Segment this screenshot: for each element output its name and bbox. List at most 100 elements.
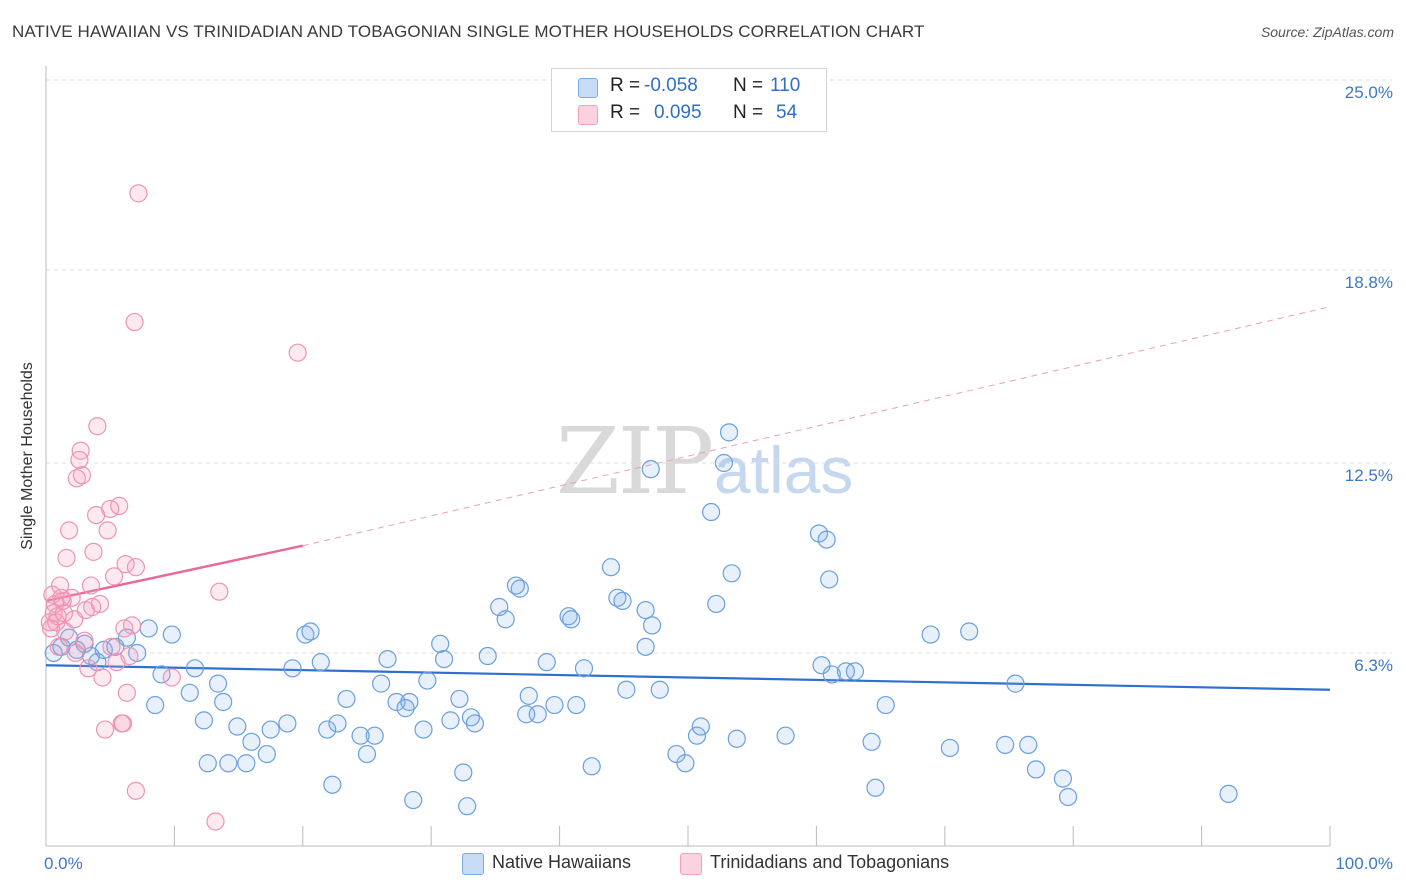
- point-hawaiians: [636, 637, 655, 656]
- point-hawaiians: [372, 674, 391, 693]
- point-hawaiians: [817, 530, 836, 549]
- point-hawaiians: [139, 619, 158, 638]
- point-hawaiians: [617, 680, 636, 699]
- point-hawaiians: [404, 790, 423, 810]
- y-tick-label: 6.3%: [1354, 656, 1393, 675]
- legend-swatch-trinidadians: [680, 853, 702, 875]
- point-hawaiians: [528, 705, 547, 724]
- tick-labels: 6.3% 12.5% 18.8% 25.0% 0.0% 100.0%: [44, 83, 1393, 873]
- point-hawaiians: [545, 695, 564, 715]
- point-hawaiians: [702, 502, 721, 522]
- point-hawaiians: [822, 665, 841, 684]
- legend-swatch-hawaiians: [462, 853, 484, 875]
- y-tick-label: 18.8%: [1345, 273, 1393, 292]
- x-tick-label: 0.0%: [44, 854, 83, 873]
- point-hawaiians: [676, 754, 695, 773]
- point-hawaiians: [776, 726, 795, 745]
- point-trinidadians: [72, 466, 92, 485]
- point-hawaiians: [940, 738, 960, 758]
- point-hawaiians: [707, 594, 726, 614]
- point-hawaiians: [194, 711, 214, 730]
- point-hawaiians: [219, 754, 238, 773]
- point-trinidadians: [162, 668, 181, 687]
- point-trinidadians: [98, 521, 117, 540]
- data-points: [40, 184, 1238, 831]
- trend-line-trinidadians-extension: [302, 306, 1331, 547]
- stats-box: R = -0.058 N = 110 R = 0.095 N = 54: [551, 68, 827, 132]
- n-value: 54: [776, 102, 798, 123]
- x-tick-label: 100.0%: [1335, 854, 1393, 873]
- point-hawaiians: [198, 754, 217, 773]
- point-hawaiians: [862, 732, 881, 751]
- point-hawaiians: [601, 558, 621, 577]
- grid-lines: [46, 79, 1392, 654]
- point-hawaiians: [301, 622, 320, 641]
- trinidadians-swatch: [578, 105, 598, 125]
- point-hawaiians: [562, 610, 581, 629]
- point-trinidadians: [70, 450, 89, 470]
- point-hawaiians: [351, 726, 370, 745]
- point-hawaiians: [820, 570, 839, 589]
- point-hawaiians: [228, 717, 247, 736]
- axes: [45, 66, 1331, 847]
- point-hawaiians: [296, 625, 315, 644]
- point-hawaiians: [1058, 787, 1078, 807]
- point-hawaiians: [378, 649, 397, 669]
- point-trinidadians: [113, 714, 133, 733]
- point-trinidadians: [67, 469, 86, 488]
- point-trinidadians: [83, 597, 102, 617]
- point-hawaiians: [365, 726, 384, 745]
- point-hawaiians: [650, 680, 669, 699]
- point-trinidadians: [84, 542, 103, 561]
- point-trinidadians: [117, 683, 136, 702]
- point-hawaiians: [441, 711, 460, 730]
- legend-label-trinidadians: Trinidadians and Tobagonians: [710, 852, 950, 872]
- point-hawaiians: [337, 689, 356, 709]
- point-hawaiians: [496, 610, 515, 629]
- point-hawaiians: [687, 726, 707, 745]
- point-trinidadians: [122, 616, 142, 635]
- point-hawaiians: [414, 720, 433, 739]
- point-trinidadians: [129, 184, 148, 203]
- point-hawaiians: [876, 695, 895, 715]
- point-trinidadians: [102, 637, 121, 656]
- point-trinidadians: [126, 558, 145, 577]
- y-tick-label: 25.0%: [1345, 83, 1393, 102]
- point-trinidadians: [288, 343, 307, 362]
- watermark-zip: ZIP: [556, 408, 714, 515]
- point-hawaiians: [714, 453, 734, 473]
- point-trinidadians: [116, 555, 135, 574]
- point-hawaiians: [328, 714, 347, 733]
- y-tick-label: 12.5%: [1345, 466, 1393, 485]
- point-hawaiians: [613, 591, 632, 610]
- point-hawaiians: [1026, 760, 1046, 779]
- point-trinidadians: [81, 576, 101, 595]
- point-hawaiians: [283, 659, 302, 678]
- point-hawaiians: [237, 754, 256, 773]
- n-value: 110: [770, 75, 801, 96]
- trend-line-hawaiians: [45, 664, 1331, 691]
- point-hawaiians: [278, 714, 297, 733]
- point-hawaiians: [574, 659, 594, 678]
- point-hawaiians: [418, 671, 437, 690]
- point-hawaiians: [506, 576, 526, 595]
- point-hawaiians: [727, 729, 746, 748]
- point-hawaiians: [387, 692, 406, 712]
- point-hawaiians: [458, 797, 477, 816]
- point-hawaiians: [866, 778, 885, 797]
- point-hawaiians: [1053, 769, 1073, 788]
- point-hawaiians: [642, 616, 662, 635]
- point-hawaiians: [812, 656, 831, 675]
- point-trinidadians: [52, 588, 71, 607]
- point-trinidadians: [49, 637, 68, 656]
- point-trinidadians: [126, 781, 145, 800]
- point-hawaiians: [1219, 784, 1238, 804]
- trend-line-trinidadians: [45, 544, 304, 603]
- point-hawaiians: [318, 720, 337, 739]
- point-hawaiians: [396, 699, 415, 718]
- point-hawaiians: [214, 692, 233, 712]
- point-hawaiians: [208, 674, 228, 693]
- point-hawaiians: [722, 564, 741, 583]
- point-hawaiians: [242, 732, 261, 751]
- point-trinidadians: [79, 659, 98, 678]
